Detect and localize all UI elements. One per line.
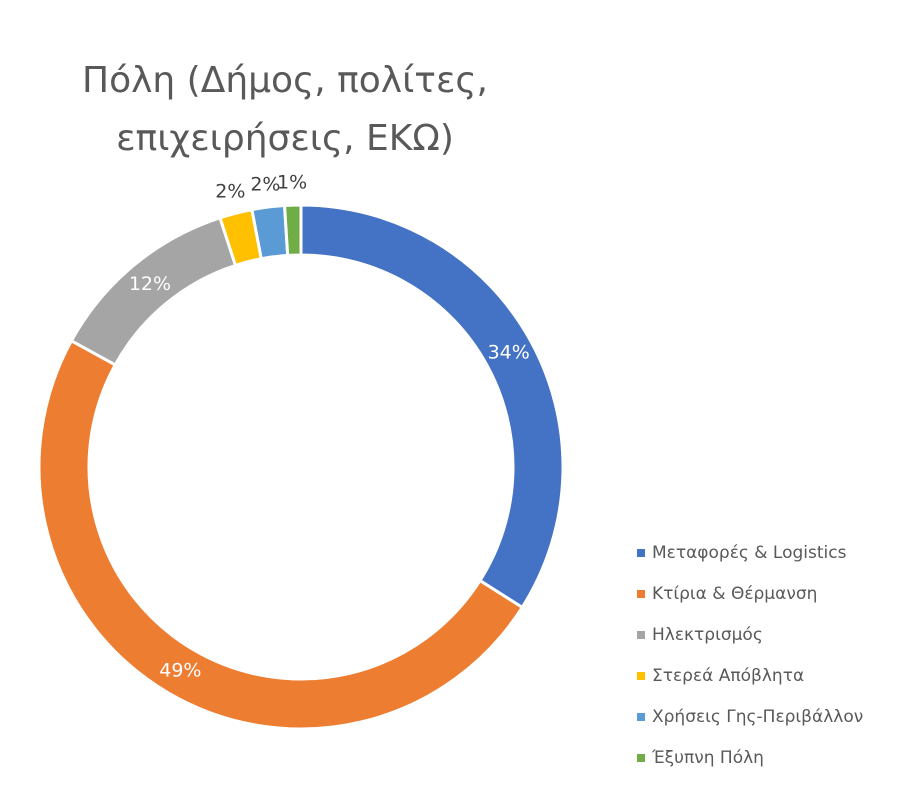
legend-label: Μεταφορές & Logistics xyxy=(652,543,847,563)
data-label: 34% xyxy=(488,341,530,363)
legend-label: Έξυπνη Πόλη xyxy=(651,748,764,768)
data-label: 2% xyxy=(215,180,245,202)
chart-title: Πόλη (Δήμος, πολίτες, επιχειρήσεις, ΕΚΩ) xyxy=(82,60,488,159)
legend-label: Χρήσεις Γης-Περιβάλλον xyxy=(652,707,863,727)
legend-label: Ηλεκτρισμός xyxy=(652,625,763,645)
legend-marker xyxy=(637,590,645,598)
donut-slice xyxy=(299,203,565,610)
legend-marker xyxy=(637,631,645,639)
data-label: 49% xyxy=(159,659,201,681)
data-label: 1% xyxy=(277,172,307,194)
data-label: 12% xyxy=(129,273,171,295)
donut-slice xyxy=(37,338,525,731)
legend-label: Στερεά Απόβλητα xyxy=(652,666,804,686)
donut-slice xyxy=(282,203,303,258)
legend-marker xyxy=(637,549,645,557)
legend-label: Κτίρια & Θέρμανση xyxy=(652,584,817,604)
legend-marker xyxy=(637,754,645,762)
legend-marker xyxy=(637,672,645,680)
data-label: 2% xyxy=(250,174,280,196)
legend-marker xyxy=(637,713,645,721)
